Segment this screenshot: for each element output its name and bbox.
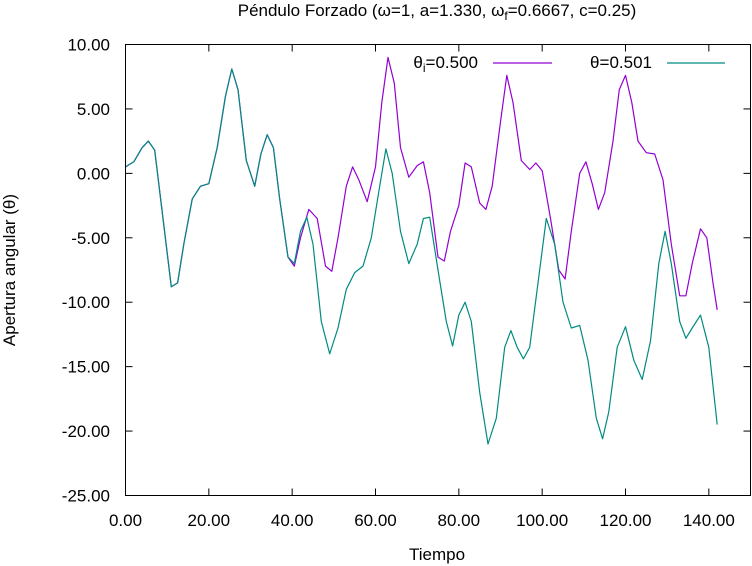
- x-tick-label: 140.00: [683, 511, 735, 530]
- y-tick-label: -10.00: [62, 293, 110, 312]
- y-tick-label: 0.00: [77, 164, 110, 183]
- series-group: [125, 56, 718, 445]
- y-label-text: Apertura angular (: [0, 209, 19, 346]
- y-tick-label: -5.00: [71, 229, 110, 248]
- x-tick-label: 0.00: [109, 511, 142, 530]
- plot-frame: [125, 44, 751, 496]
- y-label-close: ): [0, 194, 19, 200]
- chart-title: Péndulo Forzado (ω=1, a=1.330, ωf=0.6667…: [238, 1, 637, 23]
- x-tick-label: 80.00: [438, 511, 481, 530]
- series-line-1: [125, 56, 718, 310]
- legend: θi=0.500 θ=0.501: [413, 53, 725, 75]
- title-prefix: Péndulo Forzado (: [238, 1, 378, 20]
- y-tick-label: -15.00: [62, 358, 110, 377]
- y-tick-label: 10.00: [67, 36, 110, 55]
- x-tick-label: 20.00: [188, 511, 231, 530]
- title-sub-f: f: [504, 9, 508, 23]
- legend-label-2: θ=0.501: [590, 53, 652, 72]
- title-omega: ω: [378, 1, 391, 20]
- title-omega-f: ω: [491, 1, 504, 20]
- y-tick-label: 5.00: [77, 100, 110, 119]
- x-tick-label: 60.00: [354, 511, 397, 530]
- x-tick-label: 100.00: [516, 511, 568, 530]
- y-label-theta: θ: [0, 200, 19, 209]
- x-tick-label: 40.00: [271, 511, 314, 530]
- legend-label-1: θi=0.500: [413, 53, 478, 75]
- y-tick-label: -20.00: [62, 422, 110, 441]
- y-tick-label: -25.00: [62, 487, 110, 506]
- title-eq1: =1, a=1.330,: [391, 1, 491, 20]
- x-axis-label: Tiempo: [409, 545, 465, 564]
- y-axis-label: Apertura angular (θ): [0, 194, 19, 346]
- axis-ticks: 0.00 20.00 40.00 60.00 80.00 100.00 120.00 140.…: [62, 36, 751, 530]
- title-eq2: =0.6667, c=0.25): [508, 1, 637, 20]
- series-line-2: [125, 68, 718, 445]
- x-tick-label: 120.00: [600, 511, 652, 530]
